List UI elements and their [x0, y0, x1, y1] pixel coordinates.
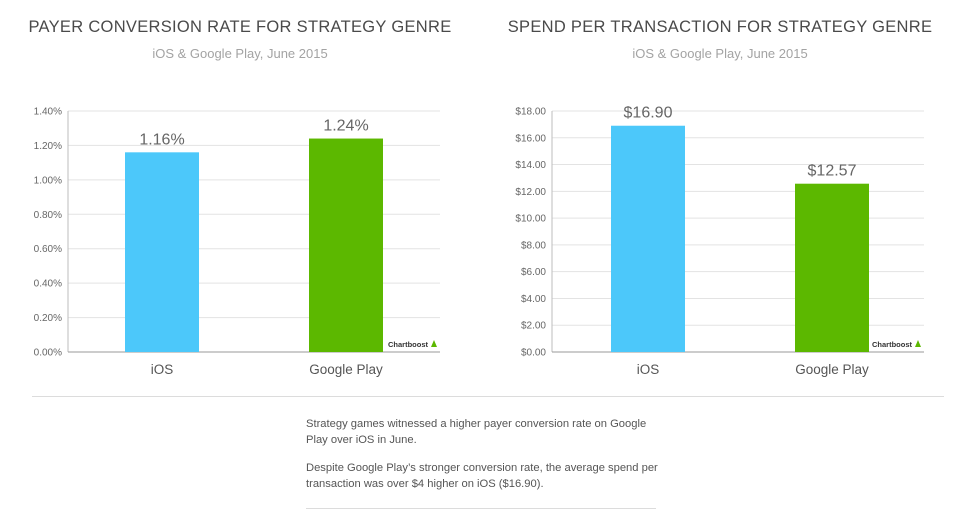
chartboost-watermark: Chartboost [388, 340, 429, 349]
y-tick-label: $0.00 [521, 348, 546, 359]
bottom-divider [306, 508, 656, 509]
y-tick-label: 1.00% [34, 175, 62, 186]
payer-conversion-plot: 0.00% 0.20% 0.40% 0.60% 0.80% 1.00% 1.20% 1.40%… [34, 107, 440, 377]
y-tick-label: 1.40% [34, 107, 62, 118]
bar [125, 152, 199, 352]
bar [611, 125, 685, 352]
y-tick-label: $8.00 [521, 240, 546, 251]
chart-subtitle: iOS & Google Play, June 2015 [152, 46, 328, 61]
data-label: $12.57 [808, 163, 857, 180]
y-tick-label: 0.20% [34, 313, 62, 324]
commentary: Strategy games witnessed a higher payer … [306, 417, 666, 505]
x-category-label: iOS [637, 362, 660, 377]
chartboost-logo-icon [915, 340, 921, 347]
bar [795, 183, 869, 352]
commentary-paragraph: Despite Google Play’s stronger conversio… [306, 462, 658, 490]
chart-subtitle: iOS & Google Play, June 2015 [632, 46, 808, 61]
chart-title: PAYER CONVERSION RATE FOR STRATEGY GENRE [28, 18, 452, 36]
y-tick-label: $6.00 [521, 267, 546, 278]
y-tick-label: $16.00 [515, 133, 546, 144]
y-tick-label: 1.20% [34, 141, 62, 152]
chartboost-logo-icon [431, 340, 437, 347]
spend-per-transaction-chart: SPEND PER TRANSACTION FOR STRATEGY GENRE… [480, 0, 960, 390]
y-tick-label: $18.00 [515, 107, 546, 118]
y-tick-label: $10.00 [515, 214, 546, 225]
x-category-label: Google Play [795, 362, 869, 377]
data-label: 1.24% [323, 118, 368, 135]
commentary-paragraph: Strategy games witnessed a higher payer … [306, 418, 647, 446]
y-tick-label: $2.00 [521, 321, 546, 332]
y-tick-label: $12.00 [515, 187, 546, 198]
y-tick-label: $14.00 [515, 160, 546, 171]
y-tick-label: $4.00 [521, 294, 546, 305]
x-category-label: iOS [151, 362, 174, 377]
chartboost-watermark: Chartboost [872, 340, 913, 349]
chart-title: SPEND PER TRANSACTION FOR STRATEGY GENRE [507, 18, 933, 36]
y-tick-label: 0.40% [34, 279, 62, 290]
section-divider [32, 396, 944, 397]
y-tick-label: 0.00% [34, 348, 62, 359]
x-category-label: Google Play [309, 362, 383, 377]
bar [309, 138, 383, 352]
y-tick-label: 0.80% [34, 210, 62, 221]
data-label: $16.90 [624, 105, 673, 122]
payer-conversion-chart: PAYER CONVERSION RATE FOR STRATEGY GENRE… [0, 0, 480, 390]
y-tick-label: 0.60% [34, 244, 62, 255]
spend-per-transaction-plot: $0.00 $2.00 $4.00 $6.00 $8.00 $10.00 $12.00 $14… [515, 105, 924, 377]
data-label: 1.16% [139, 131, 184, 148]
